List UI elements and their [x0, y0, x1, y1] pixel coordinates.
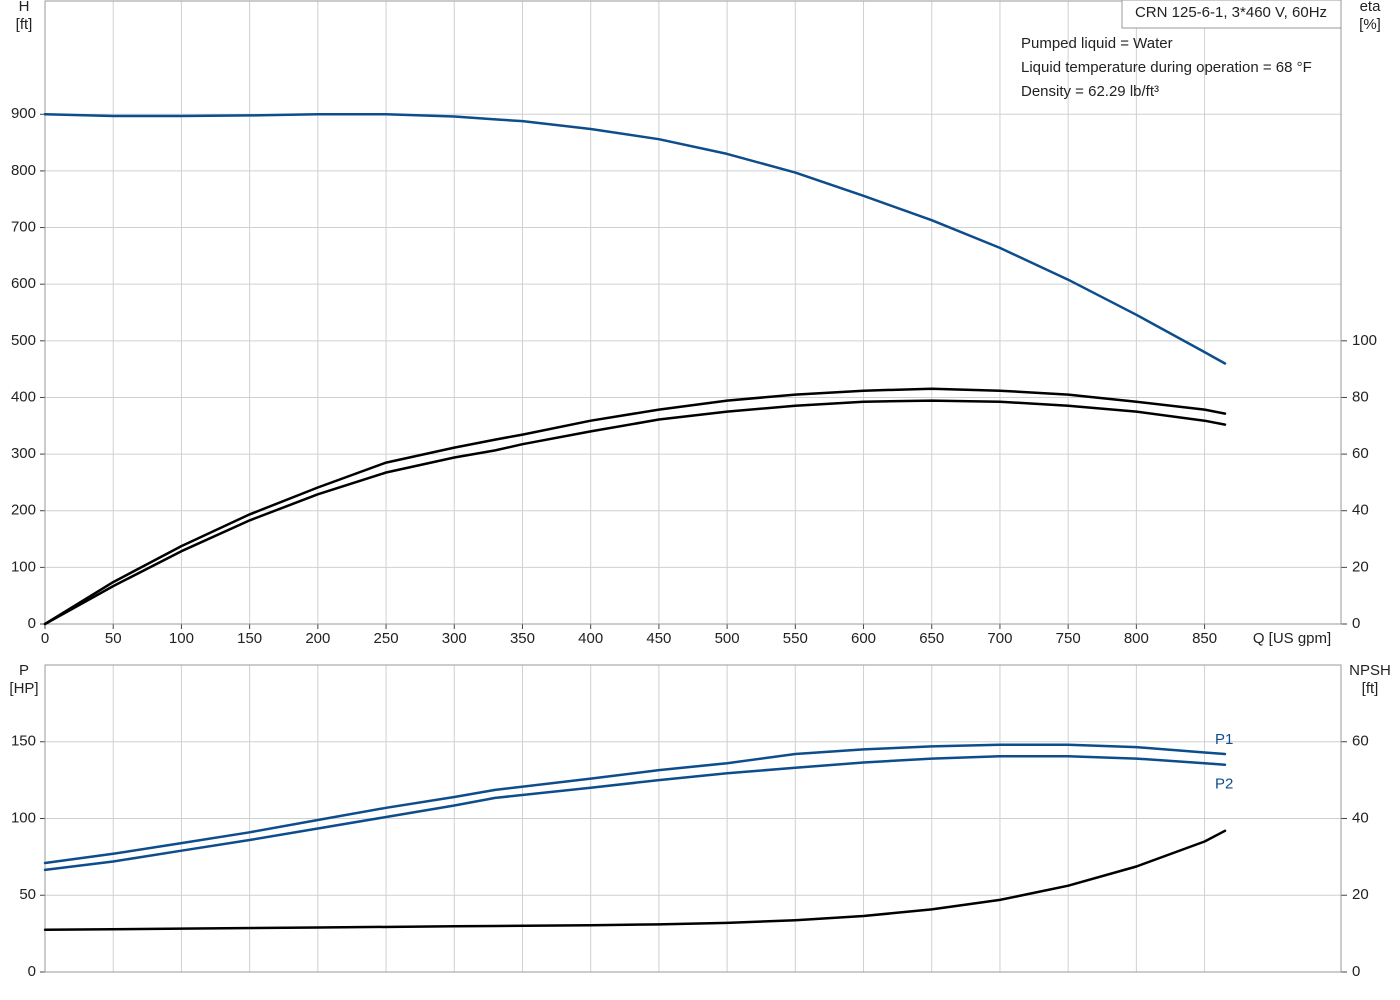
- x-tick-label: 650: [919, 630, 944, 647]
- series-line: [43, 399, 1227, 626]
- y2-axis-label: [%]: [1359, 16, 1381, 33]
- plots: 0 50 100 150 200 250 300 350 400 450 500 550 600 650 7…: [9, 0, 1390, 980]
- y-tick-label: 800: [11, 162, 36, 179]
- y2-tick-label: 40: [1352, 809, 1369, 826]
- y2-axis-label: NPSH: [1349, 662, 1391, 679]
- y-axis-label: [ft]: [16, 16, 33, 33]
- x-tick-label: 300: [442, 630, 467, 647]
- annotation: Liquid temperature during operation = 68…: [1021, 59, 1312, 76]
- y-tick-label: 100: [11, 809, 36, 826]
- y-tick-label: 0: [28, 615, 36, 632]
- x-tick-label: 0: [41, 630, 49, 647]
- x-tick-label: 500: [715, 630, 740, 647]
- x-tick-label: 400: [578, 630, 603, 647]
- series-line: [43, 743, 1227, 865]
- y2-tick-label: 60: [1352, 733, 1369, 750]
- x-tick-label: 100: [169, 630, 194, 647]
- y2-axis-label: eta: [1360, 0, 1382, 15]
- y2-tick-label: 20: [1352, 886, 1369, 903]
- y-tick-label: 50: [19, 886, 36, 903]
- y2-tick-label: 60: [1352, 445, 1369, 462]
- y2-tick-label: 40: [1352, 502, 1369, 519]
- y2-tick-label: 0: [1352, 615, 1360, 632]
- series-label: P1: [1215, 731, 1233, 748]
- y2-tick-label: 100: [1352, 332, 1377, 349]
- y-tick-label: 200: [11, 502, 36, 519]
- y-tick-label: 0: [28, 963, 36, 980]
- series-line: [43, 113, 1227, 365]
- y-axis-label: H: [19, 0, 30, 15]
- x-axis-label: Q [US gpm]: [1253, 630, 1331, 647]
- x-tick-label: 750: [1056, 630, 1081, 647]
- y2-tick-label: 0: [1352, 963, 1360, 980]
- x-tick-label: 250: [374, 630, 399, 647]
- x-tick-label: 150: [237, 630, 262, 647]
- chart-title: CRN 125-6-1, 3*460 V, 60Hz: [1135, 4, 1327, 21]
- x-tick-label: 200: [305, 630, 330, 647]
- y-axis-label: P: [19, 662, 29, 679]
- annotation: Pumped liquid = Water: [1021, 35, 1173, 52]
- x-tick-label: 550: [783, 630, 808, 647]
- x-tick-label: 700: [987, 630, 1012, 647]
- y-tick-label: 600: [11, 275, 36, 292]
- x-tick-label: 600: [851, 630, 876, 647]
- y-tick-label: 700: [11, 219, 36, 236]
- series-line: [43, 387, 1227, 626]
- series-line: [43, 755, 1227, 872]
- y-axis-label: [HP]: [9, 680, 38, 697]
- x-tick-label: 50: [105, 630, 122, 647]
- y-tick-label: 150: [11, 733, 36, 750]
- x-tick-label: 350: [510, 630, 535, 647]
- y-tick-label: 300: [11, 445, 36, 462]
- y-tick-label: 500: [11, 332, 36, 349]
- y2-tick-label: 80: [1352, 388, 1369, 405]
- x-tick-label: 850: [1192, 630, 1217, 647]
- plot-frame: [44, 664, 1342, 973]
- title-box: [1121, 0, 1342, 29]
- x-tick-label: 800: [1124, 630, 1149, 647]
- annotation: Density = 62.29 lb/ft³: [1021, 83, 1159, 100]
- y-tick-label: 900: [11, 105, 36, 122]
- x-tick-label: 450: [646, 630, 671, 647]
- series-label: P2: [1215, 776, 1233, 793]
- y2-tick-label: 20: [1352, 558, 1369, 575]
- plot-frame: [44, 0, 1342, 625]
- y-tick-label: 400: [11, 388, 36, 405]
- y-tick-label: 100: [11, 558, 36, 575]
- series-line: [43, 829, 1227, 932]
- y2-axis-label: [ft]: [1362, 680, 1379, 697]
